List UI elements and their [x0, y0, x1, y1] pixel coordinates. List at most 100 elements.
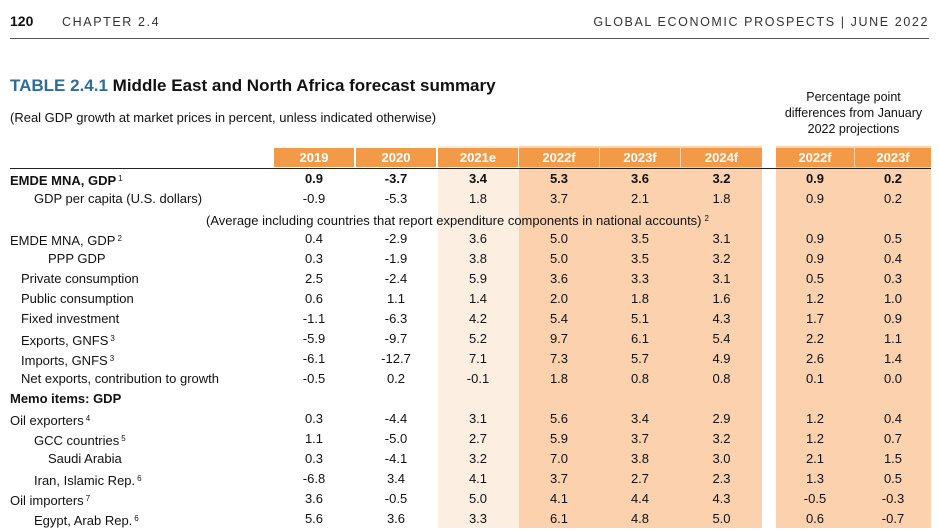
value-cell: 1.8: [712, 191, 731, 206]
row-label-text: Fixed investment: [21, 311, 120, 326]
value-cell: 2.1: [630, 191, 650, 206]
diff-cell: 1.4: [883, 351, 903, 366]
value-cell: -5.0: [384, 431, 408, 446]
footnote-marker: 7: [85, 494, 91, 503]
value-cell: -6.8: [302, 471, 326, 486]
diff-cell: 0.5: [883, 471, 903, 486]
publication-label: GLOBAL ECONOMIC PROSPECTS | JUNE 2022: [593, 15, 929, 29]
value-cell: 6.1: [630, 331, 650, 346]
value-cell: 3.4: [386, 471, 406, 486]
value-cell: 5.2: [468, 331, 488, 346]
table-row: PPP GDP 0.3 -1.9 3.8 5.0 3.5 3.2 0.9 0.4: [10, 249, 931, 269]
footnote-marker: 1: [118, 174, 123, 183]
value-cell: 2.3: [712, 471, 731, 486]
diff-cell: -0.7: [881, 511, 905, 526]
value-cell: 5.3: [549, 171, 569, 186]
table-row: Memo items: GDP: [10, 389, 931, 409]
table-row: Oil exporters 4 0.3 -4.4 3.1 5.6 3.4 2.9 1.2 0.4: [10, 409, 931, 429]
table-row: Net exports, contribution to growth -0.5 0…: [10, 369, 931, 389]
value-cell: 4.1: [468, 471, 488, 486]
column-header: 2023f: [855, 148, 931, 167]
value-cell: 4.8: [630, 511, 650, 526]
value-cell: 1.8: [549, 371, 569, 386]
row-label: Memo items: GDP: [10, 389, 121, 409]
value-cell: 3.6: [304, 491, 324, 506]
value-cell: -0.5: [384, 491, 408, 506]
value-cell: 7.0: [549, 451, 569, 466]
value-cell: 0.6: [304, 291, 324, 306]
value-cell: 5.6: [304, 511, 324, 526]
value-cell: 1.1: [304, 431, 324, 446]
note-text: (Average including countries that report…: [206, 209, 709, 231]
diff-cell: 0.5: [805, 271, 825, 286]
value-cell: 7.1: [468, 351, 488, 366]
column-header: 2024f: [681, 148, 762, 167]
diff-cell: 1.1: [883, 331, 903, 346]
row-label: GDP per capita (U.S. dollars): [34, 189, 202, 209]
value-cell: -0.9: [302, 191, 326, 206]
value-cell: 4.3: [712, 491, 731, 506]
value-cell: -5.9: [302, 331, 326, 346]
row-label-text: Net exports, contribution to growth: [21, 371, 219, 386]
table-row: Egypt, Arab Rep. 6 5.6 3.6 3.3 6.1 4.8 5.0 0.6 -0…: [10, 509, 931, 529]
table-row: EMDE MNA, GDP 1 0.9 -3.7 3.4 5.3 3.6 3.2 0.9 0.2: [10, 168, 931, 189]
diff-cell: 0.7: [883, 431, 903, 446]
value-cell: 6.1: [549, 511, 569, 526]
row-label: Imports, GNFS 3: [21, 349, 114, 371]
value-cell: 5.0: [549, 231, 569, 246]
value-cell: 2.7: [630, 471, 650, 486]
row-label: Fixed investment: [21, 309, 119, 329]
row-label: GCC countries 5: [34, 429, 126, 451]
value-cell: -0.1: [466, 371, 490, 386]
row-label-text: Imports, GNFS: [21, 353, 108, 368]
table-subtitle: (Real GDP growth at market prices in per…: [10, 110, 437, 125]
row-label-text: Exports, GNFS: [21, 333, 109, 348]
value-cell: 5.7: [630, 351, 650, 366]
row-label-text: GCC countries: [34, 433, 120, 448]
value-cell: 3.7: [630, 431, 650, 446]
value-cell: 5.9: [549, 431, 569, 446]
page-number: 120: [10, 13, 34, 29]
table-title: TABLE 2.4.1 Middle East and North Africa…: [10, 76, 496, 96]
value-cell: -4.1: [384, 451, 408, 466]
row-label-text: Oil exporters: [10, 413, 84, 428]
value-cell: 0.8: [712, 371, 731, 386]
table-row: GDP per capita (U.S. dollars) -0.9 -5.3 1.8…: [10, 189, 931, 209]
value-cell: 0.4: [304, 231, 324, 246]
diff-cell: 0.5: [883, 231, 903, 246]
table-note-row: (Average including countries that report…: [10, 209, 931, 229]
diff-cell: 0.4: [883, 251, 903, 266]
value-cell: 0.3: [304, 251, 324, 266]
value-cell: 3.2: [712, 171, 731, 186]
row-label: Net exports, contribution to growth: [21, 369, 219, 389]
footnote-marker: 6: [137, 474, 142, 483]
table-row: GCC countries 5 1.1 -5.0 2.7 5.9 3.7 3.2 1.2 0.7: [10, 429, 931, 449]
diff-cell: 1.7: [805, 311, 825, 326]
value-cell: 1.1: [386, 291, 406, 306]
column-header: 2021e: [438, 148, 518, 167]
value-cell: 3.8: [468, 251, 488, 266]
table-id: TABLE 2.4.1: [10, 76, 108, 95]
row-label-text: Public consumption: [21, 291, 134, 306]
value-cell: 5.0: [468, 491, 488, 506]
footnote-marker: 2: [117, 234, 122, 243]
value-cell: -4.4: [384, 411, 408, 426]
table-row: Exports, GNFS 3 -5.9 -9.7 5.2 9.7 6.1 5.4 2.2 1.1: [10, 329, 931, 349]
diff-cell: 2.1: [805, 451, 825, 466]
column-header: 2022f: [776, 148, 854, 167]
row-label-text: GDP per capita (U.S. dollars): [34, 191, 203, 206]
row-label: EMDE MNA, GDP 1: [10, 169, 123, 191]
value-cell: 0.2: [386, 371, 406, 386]
diff-cell: 1.0: [883, 291, 903, 306]
note-label: (Average including countries that report…: [206, 213, 702, 228]
diff-heading-line: Percentage point: [806, 90, 901, 104]
row-label-text: Oil importers: [10, 493, 84, 508]
row-label: Oil importers 7: [10, 489, 90, 511]
diff-cell: 0.6: [805, 511, 825, 526]
value-cell: 4.1: [549, 491, 569, 506]
value-cell: 3.4: [468, 171, 488, 186]
value-cell: 9.7: [549, 331, 569, 346]
row-label: Private consumption: [21, 269, 139, 289]
row-label: EMDE MNA, GDP 2: [10, 229, 122, 251]
value-cell: 2.7: [468, 431, 488, 446]
